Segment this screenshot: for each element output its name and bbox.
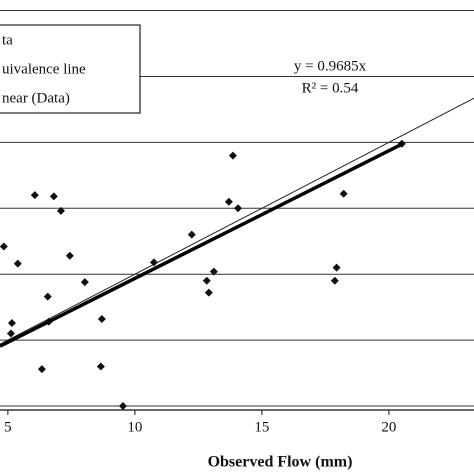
data-point — [7, 318, 16, 327]
data-point — [49, 192, 58, 201]
data-point — [13, 259, 22, 268]
fit-line — [0, 97, 474, 345]
data-point — [97, 315, 106, 324]
data-point — [234, 204, 243, 213]
data-point — [80, 278, 89, 287]
data-point — [30, 191, 39, 200]
x-tick-label: 5 — [4, 419, 12, 435]
data-point — [0, 242, 8, 251]
x-tick-label: 15 — [254, 419, 269, 435]
equation: y = 0.9685x — [294, 58, 367, 74]
fit-line — [0, 142, 403, 348]
data-point — [202, 276, 211, 285]
legend-label: uivalence line — [2, 61, 86, 77]
data-point — [65, 251, 74, 260]
data-point — [6, 329, 15, 338]
x-tick-label: 10 — [127, 419, 142, 435]
x-axis-title: Observed Flow (mm) — [208, 454, 353, 471]
data-point — [96, 362, 105, 371]
data-point — [209, 267, 218, 276]
legend-box — [0, 24, 141, 114]
r-squared: R² = 0.54 — [302, 80, 359, 96]
legend-label: near (Data) — [2, 90, 70, 106]
data-point — [228, 151, 237, 160]
data-point — [339, 189, 348, 198]
data-point — [56, 206, 65, 215]
data-point — [37, 365, 46, 374]
data-point — [187, 230, 196, 239]
data-point — [149, 258, 158, 267]
data-point — [224, 197, 233, 206]
data-point — [332, 263, 341, 272]
data-point — [204, 288, 213, 297]
legend-label: ta — [2, 32, 13, 48]
data-point — [118, 402, 127, 411]
data-point — [43, 292, 52, 301]
data-point — [330, 276, 339, 285]
x-tick-label: 20 — [381, 419, 396, 435]
